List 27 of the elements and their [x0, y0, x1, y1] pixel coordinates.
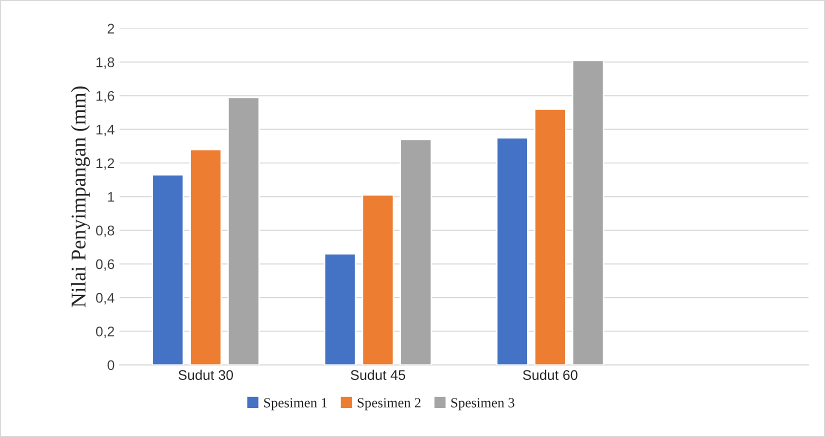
- y-tick-label: 1,8: [96, 57, 114, 69]
- y-tick-label: 1,2: [96, 158, 114, 170]
- bar: [572, 60, 604, 365]
- bar: [227, 96, 260, 365]
- x-tick-label: Sudut 30: [178, 370, 233, 380]
- legend-label: Spesimen 3: [451, 398, 514, 410]
- y-tick-label: 0,4: [96, 292, 114, 304]
- bar: [534, 108, 566, 365]
- y-axis-title: Nilai Penyimpangan (mm): [70, 86, 90, 308]
- bar: [362, 194, 394, 365]
- bar: [496, 137, 528, 365]
- legend-label: Spesimen 1: [264, 398, 327, 410]
- bar: [190, 148, 222, 365]
- y-tick-label: 1: [108, 192, 114, 202]
- y-tick-label: 0,2: [96, 326, 114, 338]
- y-tick-label: 1,6: [96, 91, 114, 103]
- x-tick-label: Sudut 60: [523, 370, 578, 380]
- bar: [324, 253, 356, 365]
- y-tick-label: 0: [108, 360, 114, 370]
- y-tick-label: 1,4: [96, 124, 114, 136]
- bar: [152, 174, 184, 365]
- y-tick-label: 0,8: [96, 226, 114, 238]
- bar: [400, 138, 432, 365]
- x-tick-label: Sudut 45: [350, 370, 406, 380]
- y-tick-label: 2: [108, 24, 114, 34]
- legend-label: Spesimen 2: [358, 398, 420, 410]
- y-tick-label: 0,6: [96, 259, 114, 271]
